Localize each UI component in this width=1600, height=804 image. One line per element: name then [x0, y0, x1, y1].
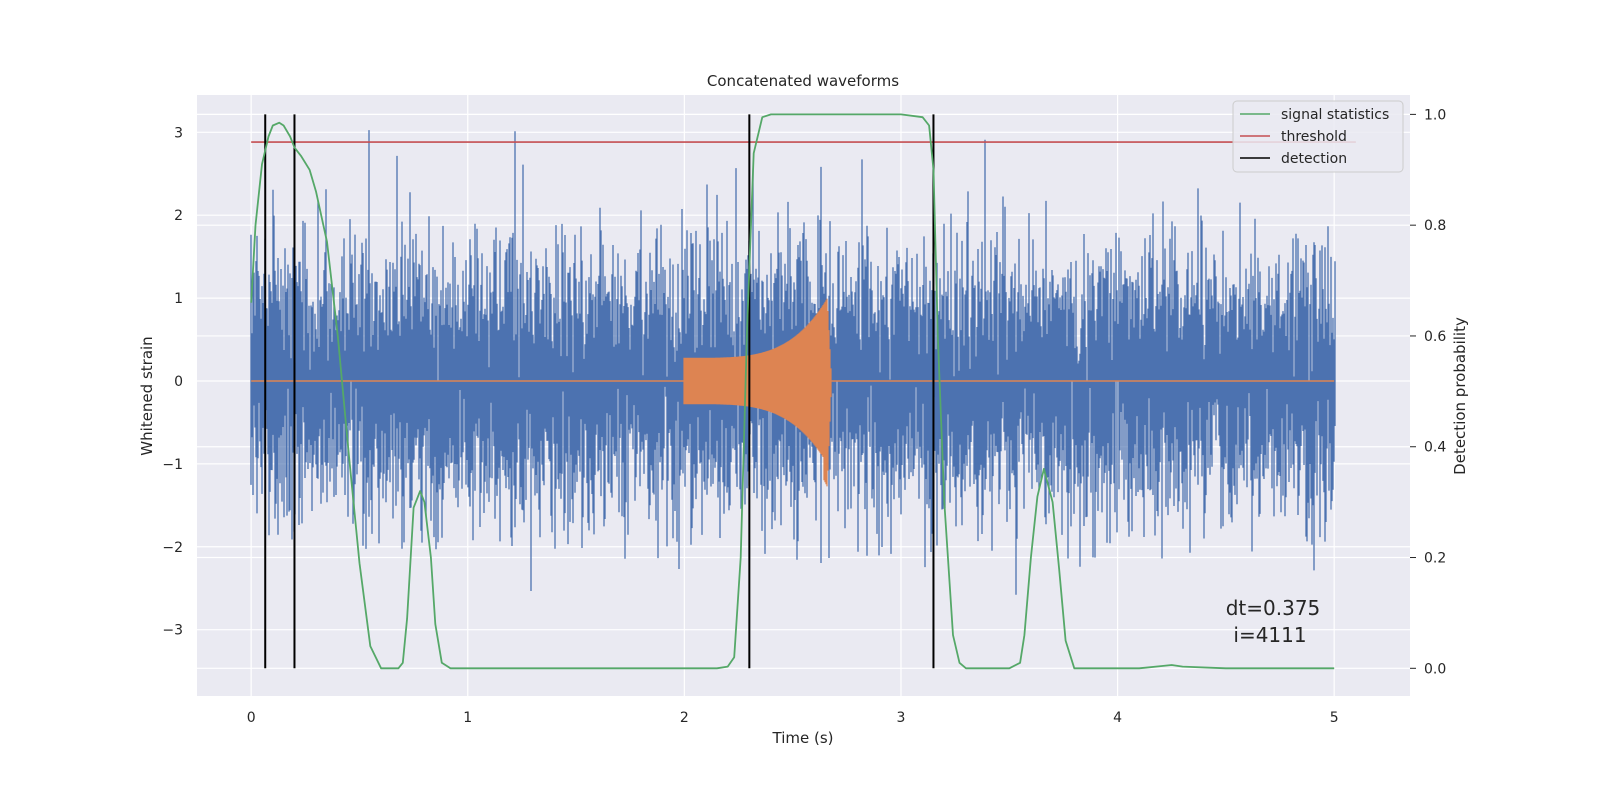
y-tick-label: −3 [162, 623, 183, 639]
y2-tick-label: 0.6 [1424, 329, 1446, 345]
chart-title: Concatenated waveforms [707, 72, 899, 90]
y-tick-label: 2 [174, 208, 183, 224]
y2-tick-label: 1.0 [1424, 107, 1446, 123]
legend-label-signal-statistics: signal statistics [1281, 107, 1389, 123]
detection-series [264, 114, 935, 669]
y-tick-label: −2 [162, 540, 183, 556]
legend-label-detection: detection [1281, 151, 1347, 167]
x-tick-label: 1 [463, 710, 472, 726]
x-axis-label: Time (s) [772, 729, 834, 747]
signal-statistics-line [250, 113, 1335, 670]
y2-tick-label: 0.8 [1424, 218, 1446, 234]
y-tick-label: 1 [174, 291, 183, 307]
y2-tick-label: 0.4 [1424, 440, 1446, 456]
annotation-dt: dt=0.375 [1226, 596, 1321, 620]
annotation-i: i=4111 [1233, 623, 1306, 647]
x-tick-label: 4 [1113, 710, 1122, 726]
x-tick-label: 3 [897, 710, 906, 726]
legend-box [1232, 100, 1404, 173]
legend: signal statistics threshold detection [1232, 100, 1404, 173]
axis-ticks: 0 1 2 3 4 5 3 2 1 0 −1 −2 −3 1.0 0.8 0.6 0.4 0.2 0.0 [162, 107, 1446, 726]
legend-label-threshold: threshold [1281, 129, 1347, 145]
x-tick-label: 2 [680, 710, 689, 726]
x-tick-label: 0 [247, 710, 256, 726]
y-tick-label: 0 [174, 374, 183, 390]
x-tick-label: 5 [1330, 710, 1339, 726]
y2-axis-label: Detection probability [1451, 317, 1469, 475]
y2-tick-label: 0.0 [1424, 661, 1446, 677]
injection-series [251, 298, 1335, 487]
y2-tick-label: 0.2 [1424, 551, 1446, 567]
y-tick-label: 3 [174, 125, 183, 141]
y-tick-label: −1 [162, 457, 183, 473]
signal-statistics-series [250, 113, 1335, 670]
y-axis-label: Whitened strain [138, 336, 156, 455]
